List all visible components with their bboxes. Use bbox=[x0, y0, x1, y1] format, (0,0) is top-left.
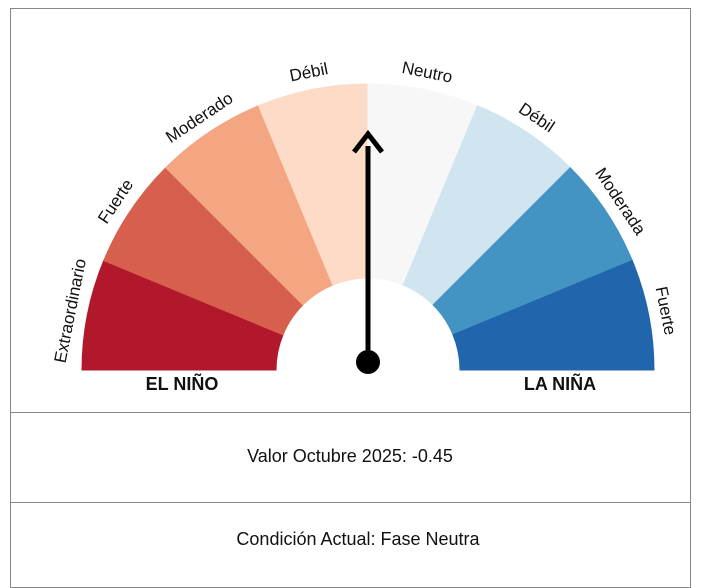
gauge-segment bbox=[452, 259, 655, 371]
value-row: Valor Octubre 2025: -0.45 bbox=[247, 446, 453, 466]
condition-row: Condición Actual: Fase Neutra bbox=[236, 529, 480, 549]
left-label: EL NIÑO bbox=[146, 373, 219, 394]
needle-pivot bbox=[356, 350, 380, 374]
needle-head bbox=[352, 129, 384, 154]
right-label: LA NIÑA bbox=[524, 373, 596, 394]
